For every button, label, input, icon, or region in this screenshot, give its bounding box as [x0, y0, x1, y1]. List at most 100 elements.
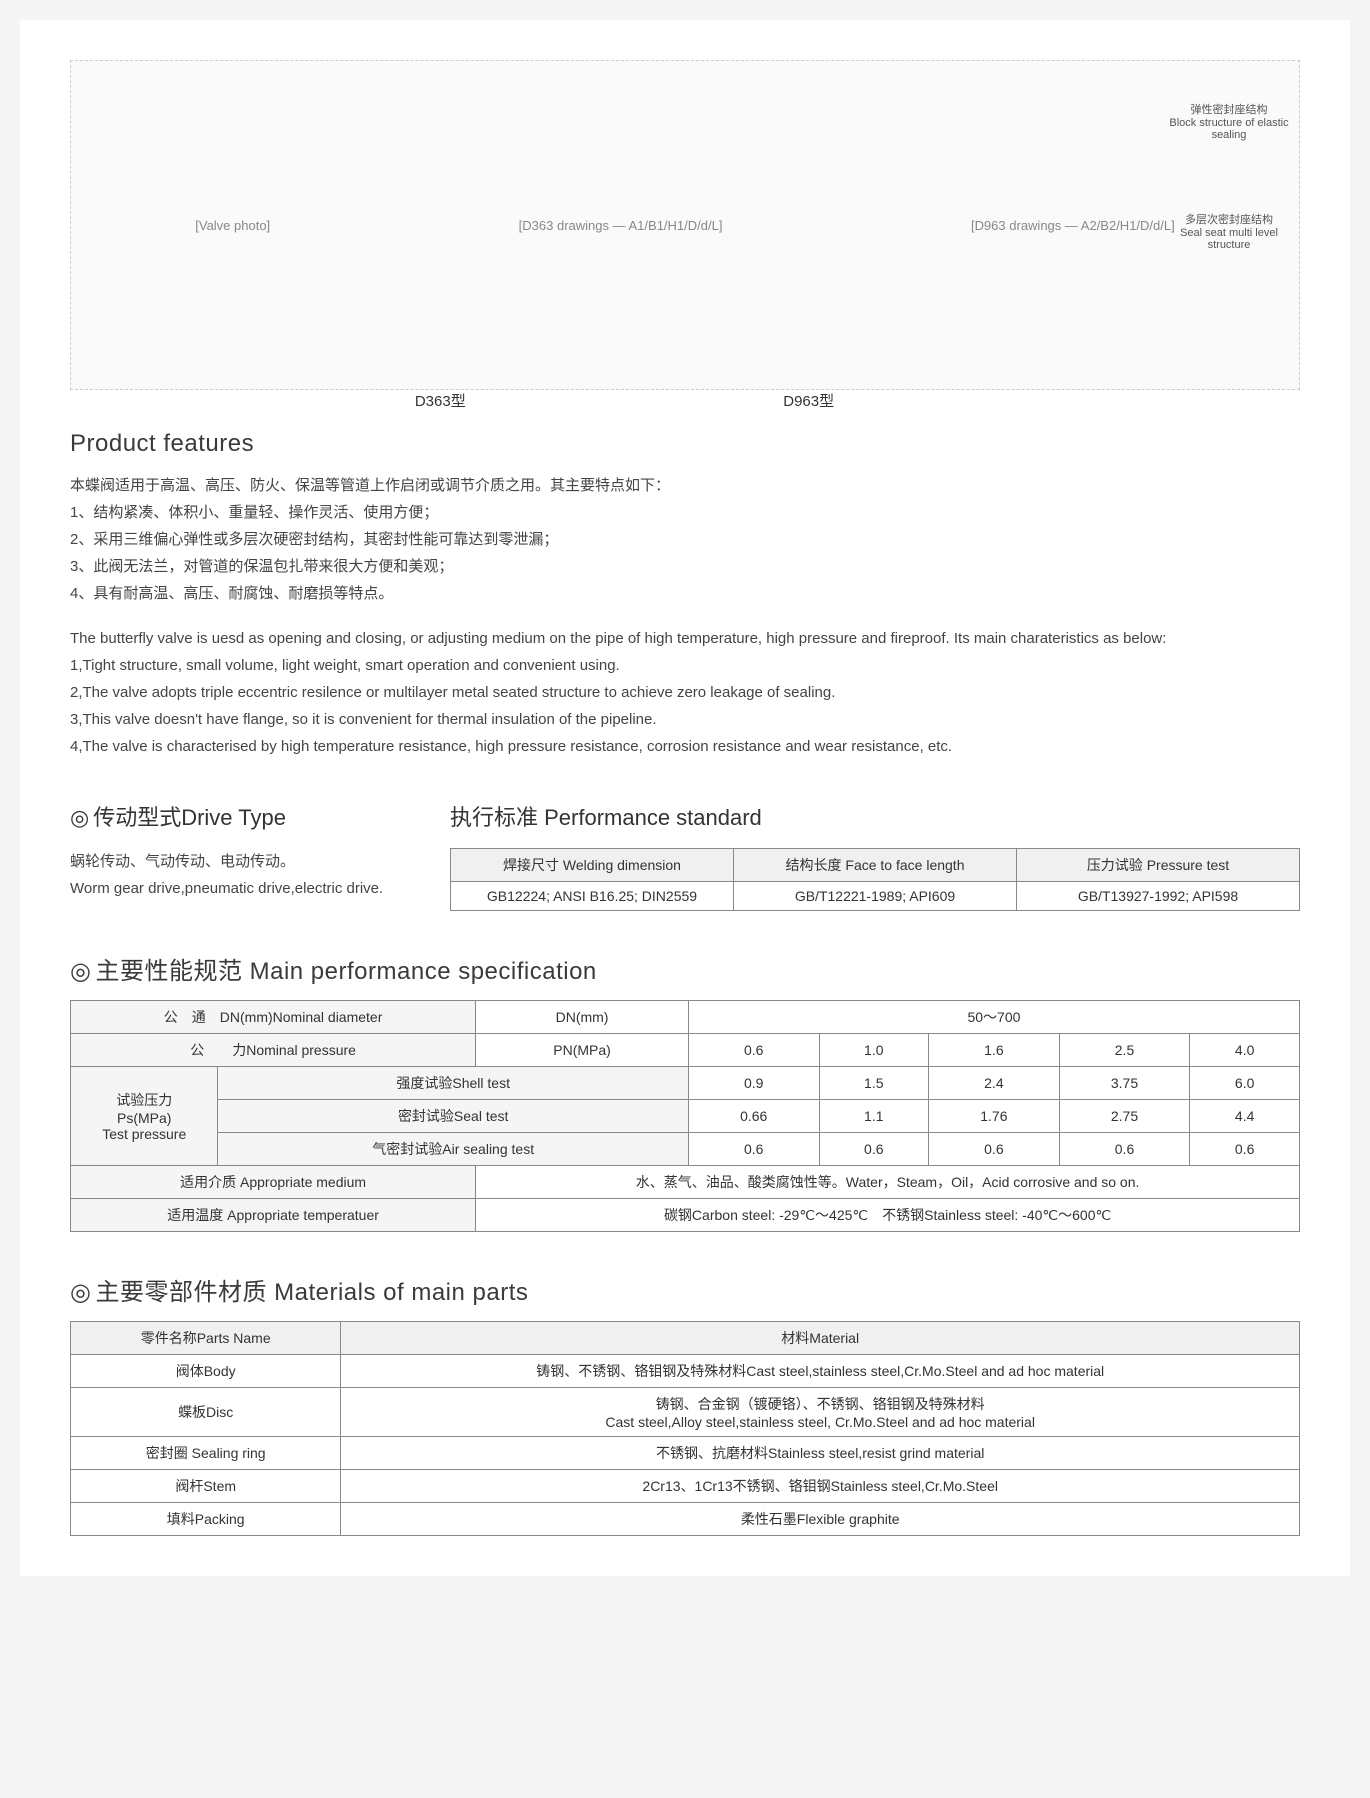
table-row: 填料Packing 柔性石墨Flexible graphite — [71, 1503, 1300, 1536]
materials-body-name: 阀体Body — [71, 1355, 341, 1388]
features-en-1: 1,Tight structure, small volume, light w… — [70, 652, 1300, 679]
features-en-intro: The butterfly valve is uesd as opening a… — [70, 625, 1300, 652]
perf-value-pressure: GB/T13927-1992; API598 — [1017, 882, 1300, 911]
features-chinese: 本蝶阀适用于高温、高压、防火、保温等管道上作启闭或调节介质之用。其主要特点如下：… — [70, 472, 1300, 607]
perf-value-face: GB/T12221-1989; API609 — [734, 882, 1017, 911]
model-d963-caption: D963型 — [783, 390, 834, 411]
materials-table: 零件名称Parts Name 材料Material 阀体Body 铸钢、不锈钢、… — [70, 1321, 1300, 1536]
perf-value-welding: GB12224; ANSI B16.25; DIN2559 — [451, 882, 734, 911]
spec-dn-value: 50～700 — [688, 1001, 1299, 1034]
spec-air-2: 0.6 — [929, 1133, 1060, 1166]
materials-heading: 主要零部件材质 Materials of main parts — [70, 1272, 1300, 1307]
table-row: 试验压力 Ps(MPa) Test pressure 强度试验Shell tes… — [71, 1067, 1300, 1100]
table-row: 零件名称Parts Name 材料Material — [71, 1322, 1300, 1355]
spec-pn-3: 2.5 — [1059, 1034, 1190, 1067]
materials-sealring-material: 不锈钢、抗磨材料Stainless steel,resist grind mat… — [341, 1437, 1300, 1470]
elastic-seal-label-en: Block structure of elastic sealing — [1169, 117, 1289, 141]
valve-photo-placeholder: [Valve photo] — [195, 218, 270, 233]
spec-seal-3: 2.75 — [1059, 1100, 1190, 1133]
drive-type-en: Worm gear drive,pneumatic drive,electric… — [70, 875, 410, 902]
spec-pn-2: 1.6 — [929, 1034, 1060, 1067]
spec-temp-label: 适用温度 Appropriate temperatuer — [71, 1199, 476, 1232]
spec-tp-label-1: 试验压力 — [81, 1090, 207, 1110]
features-cn-3: 3、此阀无法兰，对管道的保温包扎带来很大方便和美观； — [70, 553, 1300, 580]
table-row: 公 通 DN(mm)Nominal diameter DN(mm) 50～700 — [71, 1001, 1300, 1034]
technical-drawings-area: [Valve photo] [D363 drawings — A1/B1/H1/… — [70, 60, 1300, 390]
features-cn-2: 2、采用三维偏心弹性或多层次硬密封结构，其密封性能可靠达到零泄漏； — [70, 526, 1300, 553]
features-en-3: 3,This valve doesn't have flange, so it … — [70, 706, 1300, 733]
table-row: 适用温度 Appropriate temperatuer 碳钢Carbon st… — [71, 1199, 1300, 1232]
features-english: The butterfly valve is uesd as opening a… — [70, 625, 1300, 760]
spec-pn-4: 4.0 — [1190, 1034, 1300, 1067]
table-row: 适用介质 Appropriate medium 水、蒸气、油品、酸类腐蚀性等。W… — [71, 1166, 1300, 1199]
table-row: 阀体Body 铸钢、不锈钢、铬钼钢及特殊材料Cast steel,stainle… — [71, 1355, 1300, 1388]
table-row: 阀杆Stem 2Cr13、1Cr13不锈钢、铬钼钢Stainless steel… — [71, 1470, 1300, 1503]
spec-shell-header: 强度试验Shell test — [218, 1067, 688, 1100]
d363-drawing-placeholder: [D363 drawings — A1/B1/H1/D/d/L] — [519, 218, 723, 233]
perf-header-welding: 焊接尺寸 Welding dimension — [451, 849, 734, 882]
table-row: 公 力Nominal pressure PN(MPa) 0.6 1.0 1.6 … — [71, 1034, 1300, 1067]
table-row: 气密封试验Air sealing test 0.6 0.6 0.6 0.6 0.… — [71, 1133, 1300, 1166]
spec-tp-label-3: Test pressure — [81, 1126, 207, 1142]
drive-type-heading: 传动型式Drive Type — [70, 800, 410, 832]
sealing-structure-labels: 弹性密封座结构 Block structure of elastic seali… — [1169, 101, 1289, 321]
spec-pn-1: 1.0 — [819, 1034, 929, 1067]
materials-packing-name: 填料Packing — [71, 1503, 341, 1536]
spec-tp-label-2: Ps(MPa) — [81, 1110, 207, 1126]
materials-disc-material: 铸钢、合金钢（镀硬铬）、不锈钢、铬钼钢及特殊材料 Cast steel,Allo… — [341, 1388, 1300, 1437]
main-spec-heading: 主要性能规范 Main performance specification — [70, 951, 1300, 986]
table-row: 焊接尺寸 Welding dimension 结构长度 Face to face… — [451, 849, 1300, 882]
model-d363-caption: D363型 — [415, 390, 466, 411]
materials-stem-material: 2Cr13、1Cr13不锈钢、铬钼钢Stainless steel,Cr.Mo.… — [341, 1470, 1300, 1503]
materials-sealring-name: 密封圈 Sealing ring — [71, 1437, 341, 1470]
performance-standard-table: 焊接尺寸 Welding dimension 结构长度 Face to face… — [450, 848, 1300, 911]
features-en-2: 2,The valve adopts triple eccentric resi… — [70, 679, 1300, 706]
multilevel-seal-label-cn: 多层次密封座结构 — [1169, 211, 1289, 227]
spec-air-4: 0.6 — [1190, 1133, 1300, 1166]
spec-pn-label: 公 力Nominal pressure — [71, 1034, 476, 1067]
d963-drawing-placeholder: [D963 drawings — A2/B2/H1/D/d/L] — [971, 218, 1175, 233]
spec-shell-0: 0.9 — [688, 1067, 819, 1100]
features-en-4: 4,The valve is characterised by high tem… — [70, 733, 1300, 760]
spec-seal-0: 0.66 — [688, 1100, 819, 1133]
features-cn-intro: 本蝶阀适用于高温、高压、防火、保温等管道上作启闭或调节介质之用。其主要特点如下： — [70, 472, 1300, 499]
spec-pn-0: 0.6 — [688, 1034, 819, 1067]
spec-temp-value: 碳钢Carbon steel: -29℃～425℃ 不锈钢Stainless s… — [476, 1199, 1300, 1232]
spec-shell-4: 6.0 — [1190, 1067, 1300, 1100]
materials-header-material: 材料Material — [341, 1322, 1300, 1355]
spec-shell-2: 2.4 — [929, 1067, 1060, 1100]
spec-seal-4: 4.4 — [1190, 1100, 1300, 1133]
table-row: 密封试验Seal test 0.66 1.1 1.76 2.75 4.4 — [71, 1100, 1300, 1133]
multilevel-seal-label-en: Seal seat multi level structure — [1169, 227, 1289, 251]
spec-tp-label: 试验压力 Ps(MPa) Test pressure — [71, 1067, 218, 1166]
product-features-heading: Product features — [70, 430, 1300, 458]
materials-packing-material: 柔性石墨Flexible graphite — [341, 1503, 1300, 1536]
spec-dn-label: 公 通 DN(mm)Nominal diameter — [71, 1001, 476, 1034]
materials-header-name: 零件名称Parts Name — [71, 1322, 341, 1355]
materials-disc-name: 蝶板Disc — [71, 1388, 341, 1437]
spec-seal-1: 1.1 — [819, 1100, 929, 1133]
spec-shell-1: 1.5 — [819, 1067, 929, 1100]
perf-header-pressure: 压力试验 Pressure test — [1017, 849, 1300, 882]
spec-pn-header: PN(MPa) — [476, 1034, 689, 1067]
spec-air-header: 气密封试验Air sealing test — [218, 1133, 688, 1166]
spec-air-0: 0.6 — [688, 1133, 819, 1166]
elastic-seal-label-cn: 弹性密封座结构 — [1169, 101, 1289, 117]
spec-medium-label: 适用介质 Appropriate medium — [71, 1166, 476, 1199]
spec-seal-2: 1.76 — [929, 1100, 1060, 1133]
spec-air-1: 0.6 — [819, 1133, 929, 1166]
perf-header-face: 结构长度 Face to face length — [734, 849, 1017, 882]
spec-seal-header: 密封试验Seal test — [218, 1100, 688, 1133]
features-cn-1: 1、结构紧凑、体积小、重量轻、操作灵活、使用方便； — [70, 499, 1300, 526]
table-row: 密封圈 Sealing ring 不锈钢、抗磨材料Stainless steel… — [71, 1437, 1300, 1470]
spec-shell-3: 3.75 — [1059, 1067, 1190, 1100]
spec-air-3: 0.6 — [1059, 1133, 1190, 1166]
drive-type-cn: 蜗轮传动、气动传动、电动传动。 — [70, 848, 410, 875]
performance-standard-heading: 执行标准 Performance standard — [450, 800, 1300, 832]
table-row: 蝶板Disc 铸钢、合金钢（镀硬铬）、不锈钢、铬钼钢及特殊材料 Cast ste… — [71, 1388, 1300, 1437]
main-spec-table: 公 通 DN(mm)Nominal diameter DN(mm) 50～700… — [70, 1000, 1300, 1232]
materials-stem-name: 阀杆Stem — [71, 1470, 341, 1503]
spec-medium-value: 水、蒸气、油品、酸类腐蚀性等。Water，Steam，Oil，Acid corr… — [476, 1166, 1300, 1199]
spec-dn-header: DN(mm) — [476, 1001, 689, 1034]
features-cn-4: 4、具有耐高温、高压、耐腐蚀、耐磨损等特点。 — [70, 580, 1300, 607]
